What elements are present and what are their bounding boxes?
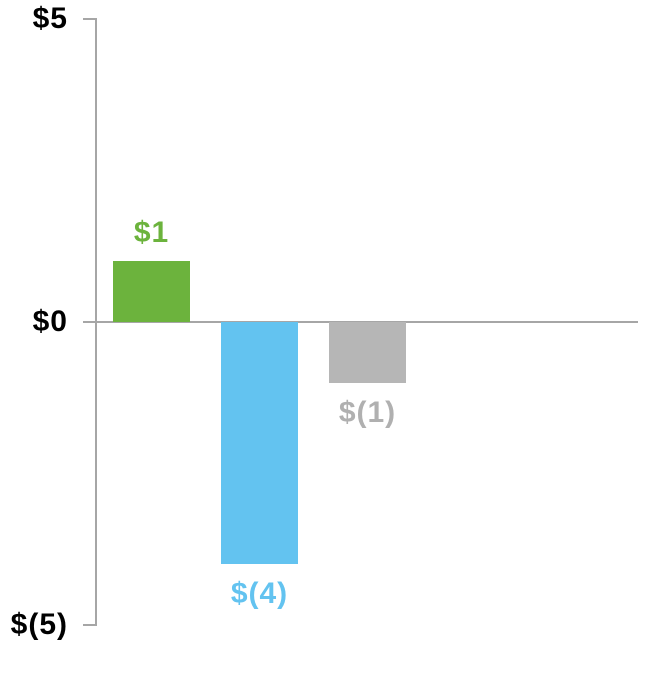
y-tick-mark-0 bbox=[83, 321, 97, 323]
bar-green-positive bbox=[113, 261, 190, 322]
y-tick-mark-neg5 bbox=[83, 624, 97, 626]
bar-value-label-green: $1 bbox=[133, 216, 170, 249]
bar-value-label-blue: $(4) bbox=[230, 577, 289, 610]
y-tick-label-neg5: $(5) bbox=[10, 608, 68, 641]
bar-value-label-gray: $(1) bbox=[338, 396, 397, 429]
y-tick-mark-5 bbox=[83, 18, 97, 20]
y-tick-label-5: $5 bbox=[32, 2, 68, 35]
bar-gray-negative bbox=[329, 322, 406, 383]
bar-blue-negative bbox=[221, 322, 298, 564]
y-tick-label-0: $0 bbox=[32, 305, 68, 338]
